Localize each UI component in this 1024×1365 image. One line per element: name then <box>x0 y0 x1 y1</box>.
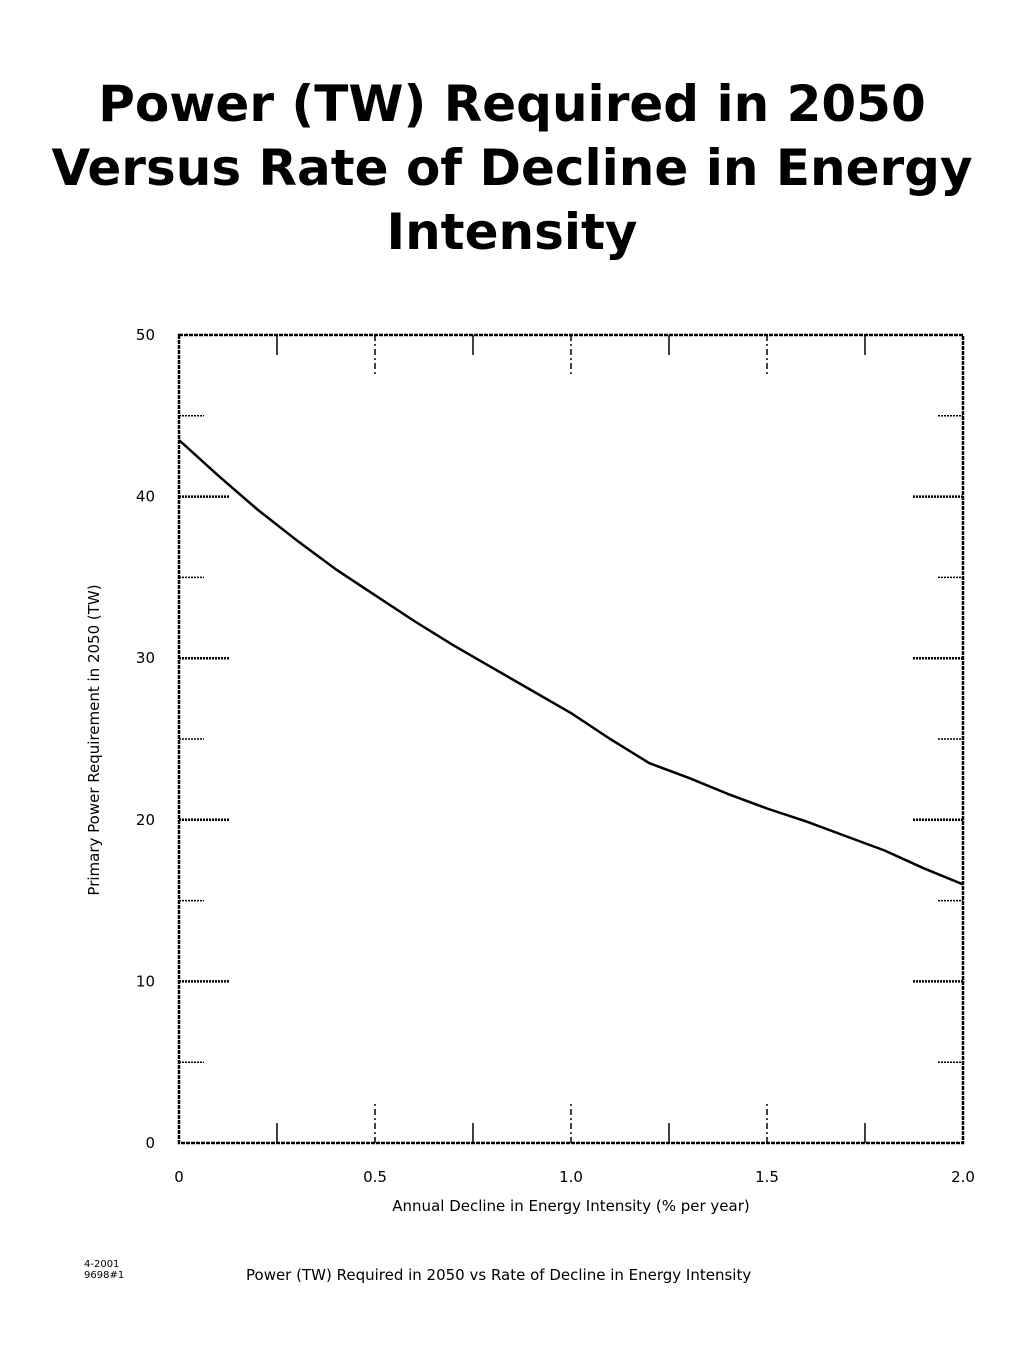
y-tick-label: 50 <box>136 326 155 344</box>
y-axis-label: Primary Power Requirement in 2050 (TW) <box>85 584 103 895</box>
x-tick-label: 2.0 <box>951 1168 975 1186</box>
x-tick-label: 0 <box>174 1168 184 1186</box>
footer-code-date: 4-2001 <box>84 1259 120 1270</box>
x-tick-label: 0.5 <box>363 1168 387 1186</box>
plot-border <box>177 333 965 1145</box>
title-line-1: Power (TW) Required in 2050 <box>98 75 926 133</box>
x-tick-label: 1.5 <box>755 1168 779 1186</box>
x-axis-label: Annual Decline in Energy Intensity (% pe… <box>392 1197 749 1215</box>
series-layer <box>178 439 964 886</box>
footer-code: 4-2001 9698#1 <box>84 1259 124 1281</box>
plot-frame <box>177 333 965 1145</box>
page-title: Power (TW) Required in 2050 Versus Rate … <box>40 72 984 264</box>
figure-caption: Power (TW) Required in 2050 vs Rate of D… <box>246 1266 752 1284</box>
title-line-2: Versus Rate of Decline in Energy <box>51 139 973 197</box>
tick-labels: 0 10 20 30 40 50 0 0.5 1.0 1.5 2.0 <box>136 326 975 1186</box>
series-line <box>178 439 964 886</box>
y-tick-label: 10 <box>136 972 155 990</box>
y-tick-label: 40 <box>136 488 155 506</box>
y-tick-label: 20 <box>136 811 155 829</box>
y-tick-label: 0 <box>145 1134 155 1152</box>
y-tick-label: 30 <box>136 649 155 667</box>
axis-ticks <box>179 335 963 1143</box>
x-tick-label: 1.0 <box>559 1168 583 1186</box>
footer-code-id: 9698#1 <box>84 1270 125 1281</box>
title-line-3: Intensity <box>386 203 638 261</box>
